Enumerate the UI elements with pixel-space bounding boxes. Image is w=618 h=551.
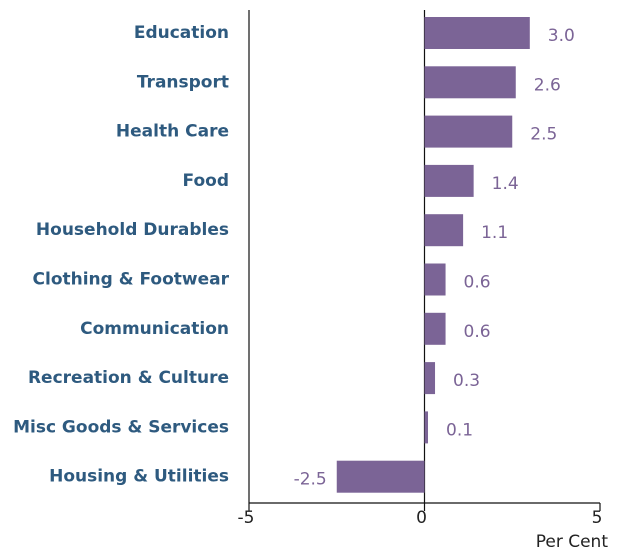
bar — [424, 164, 474, 197]
category-label: Transport — [137, 72, 229, 92]
value-label: 0.3 — [453, 371, 480, 391]
category-label: Education — [134, 23, 229, 43]
category-label: Food — [183, 171, 229, 191]
category-label: Health Care — [116, 122, 229, 142]
x-tick-label: 0 — [416, 508, 427, 528]
bar — [424, 66, 516, 99]
bar — [424, 411, 429, 444]
value-label: 2.5 — [530, 125, 557, 145]
bar — [424, 214, 464, 247]
bar — [424, 17, 530, 49]
x-tick-label: -5 — [238, 508, 255, 528]
category-label: Recreation & Culture — [28, 368, 229, 388]
category-label: Communication — [80, 319, 229, 339]
bar — [336, 460, 425, 493]
value-label: 0.6 — [464, 322, 491, 342]
category-label: Housing & Utilities — [49, 467, 229, 487]
value-label: 1.4 — [492, 174, 519, 194]
bar — [424, 362, 436, 395]
value-label: 0.6 — [464, 273, 491, 293]
value-label: -2.5 — [294, 470, 327, 490]
x-tick-label: 5 — [592, 508, 603, 528]
bar — [424, 312, 446, 345]
bar — [424, 115, 513, 148]
value-label: 0.1 — [446, 420, 473, 440]
value-label: 3.0 — [548, 26, 575, 46]
value-label: 2.6 — [534, 75, 561, 95]
bar — [424, 263, 446, 296]
value-label: 1.1 — [481, 223, 508, 243]
x-axis-label: Per Cent — [536, 532, 609, 551]
category-label: Clothing & Footwear — [33, 270, 230, 290]
category-label: Household Durables — [36, 220, 229, 240]
category-label: Misc Goods & Services — [13, 417, 229, 437]
